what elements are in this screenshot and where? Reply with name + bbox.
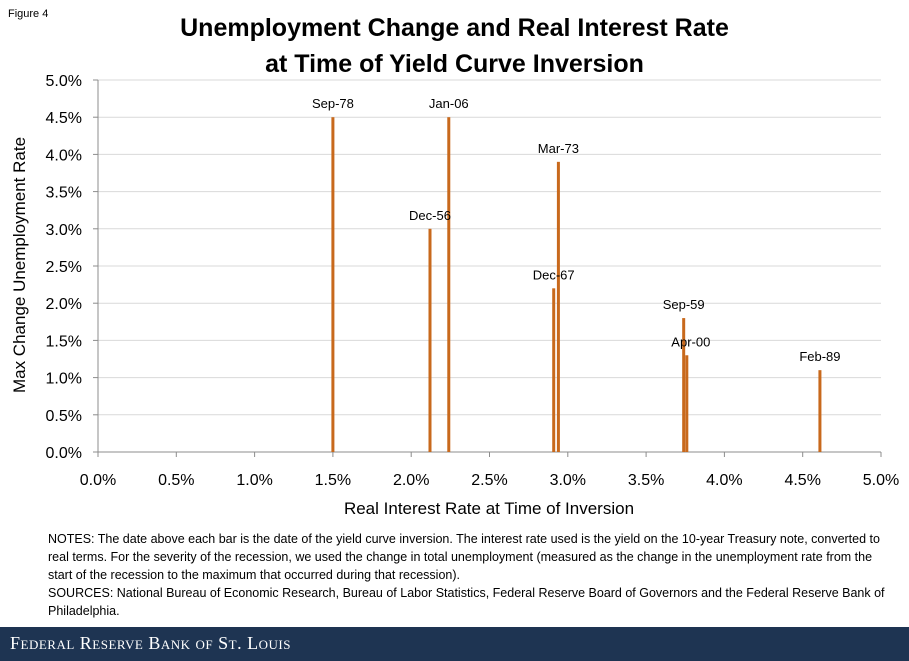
y-tick-label: 0.5%: [46, 408, 82, 425]
x-tick-label: 0.5%: [158, 472, 194, 489]
x-tick-label: 3.5%: [628, 472, 664, 489]
bar-label: Jan-06: [429, 96, 469, 111]
chart-title: Unemployment Change and Real Interest Ra…: [0, 10, 909, 82]
bar: [447, 117, 451, 452]
y-tick-label: 4.0%: [46, 147, 82, 164]
axes: 0.0% 0.5% 1.0% 1.5% 2.0% 2.5% 3.0% 3.5% 4.0% 4.5%…: [46, 73, 900, 489]
footer-bar: Federal Reserve Bank of St. Louis: [0, 627, 909, 661]
bar-label: Feb-89: [799, 349, 840, 364]
sources-text: SOURCES: National Bureau of Economic Res…: [48, 586, 885, 618]
x-tick-label: 2.5%: [471, 472, 507, 489]
y-tick-label: 2.5%: [46, 259, 82, 276]
y-tick-label: 0.0%: [46, 445, 82, 462]
bar: [552, 288, 556, 452]
x-tick-label: 0.0%: [80, 472, 116, 489]
chart-plot: 0.0% 0.5% 1.0% 1.5% 2.0% 2.5% 3.0% 3.5% 4.0% 4.5%…: [10, 73, 900, 518]
y-tick-label: 2.0%: [46, 296, 82, 313]
x-axis-title: Real Interest Rate at Time of Inversion: [344, 499, 634, 518]
x-tick-label: 4.0%: [706, 472, 742, 489]
bar-label: Mar-73: [538, 141, 579, 156]
bar: [682, 318, 686, 452]
bar: [428, 228, 432, 452]
bar: [818, 370, 822, 452]
y-tick-label: 1.0%: [46, 371, 82, 388]
bar-label: Sep-78: [312, 96, 354, 111]
y-tick-label: 5.0%: [46, 73, 82, 90]
notes-block: NOTES: The date above each bar is the da…: [48, 530, 898, 620]
y-tick-label: 3.0%: [46, 222, 82, 239]
chart-title-line-2: at Time of Yield Curve Inversion: [265, 50, 644, 78]
y-tick-label: 4.5%: [46, 110, 82, 127]
footer-logo-text: Federal Reserve Bank of St. Louis: [10, 633, 291, 653]
bar: [556, 161, 560, 452]
bar-label: Sep-59: [663, 297, 705, 312]
y-tick-label: 1.5%: [46, 333, 82, 350]
bar-labels: Sep-78 Dec-56 Jan-06 Dec-67 Mar-73 Sep-59 Apr-…: [312, 96, 841, 364]
x-tick-label: 4.5%: [784, 472, 820, 489]
x-tick-label: 3.0%: [550, 472, 586, 489]
bar: [331, 117, 335, 452]
x-tick-label: 1.5%: [315, 472, 351, 489]
grid-lines: [98, 79, 881, 416]
bar: [685, 355, 689, 452]
figure-label: Figure 4: [8, 8, 49, 20]
y-axis-title: Max Change Unemployment Rate: [10, 137, 29, 393]
bar-label: Dec-56: [409, 208, 451, 223]
y-tick-label: 3.5%: [46, 185, 82, 202]
notes-text: NOTES: The date above each bar is the da…: [48, 532, 880, 582]
chart-title-line-1: Unemployment Change and Real Interest Ra…: [180, 14, 729, 42]
bar-label: Dec-67: [533, 267, 575, 282]
x-tick-label: 1.0%: [236, 472, 272, 489]
x-tick-label: 2.0%: [393, 472, 429, 489]
bars: [331, 117, 822, 452]
x-tick-label: 5.0%: [863, 472, 899, 489]
bar-label: Apr-00: [671, 334, 710, 349]
